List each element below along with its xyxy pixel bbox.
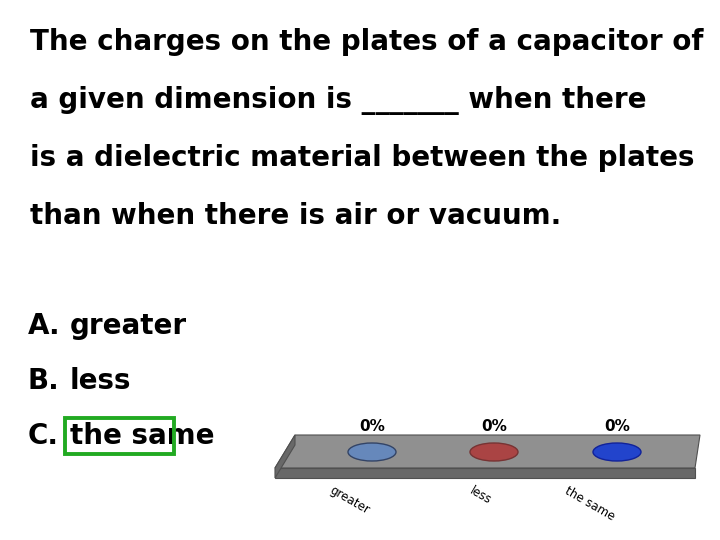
Text: the same: the same [70,422,215,450]
Text: 0%: 0% [359,419,385,434]
Text: 0%: 0% [604,419,630,434]
Text: less: less [468,484,494,507]
Ellipse shape [348,443,396,461]
Text: C.: C. [28,422,59,450]
Text: less: less [70,367,132,395]
Ellipse shape [593,443,641,461]
Text: B.: B. [28,367,60,395]
Text: A.: A. [28,312,60,340]
Text: the same: the same [562,484,617,523]
Text: greater: greater [328,484,372,517]
Text: a given dimension is _______ when there: a given dimension is _______ when there [30,86,647,115]
Polygon shape [275,435,295,478]
Text: is a dielectric material between the plates: is a dielectric material between the pla… [30,144,695,172]
Text: 0%: 0% [481,419,507,434]
Text: The charges on the plates of a capacitor of: The charges on the plates of a capacitor… [30,28,703,56]
Ellipse shape [470,443,518,461]
Polygon shape [275,468,695,478]
Text: greater: greater [70,312,187,340]
Text: than when there is air or vacuum.: than when there is air or vacuum. [30,202,562,230]
Polygon shape [275,435,700,468]
